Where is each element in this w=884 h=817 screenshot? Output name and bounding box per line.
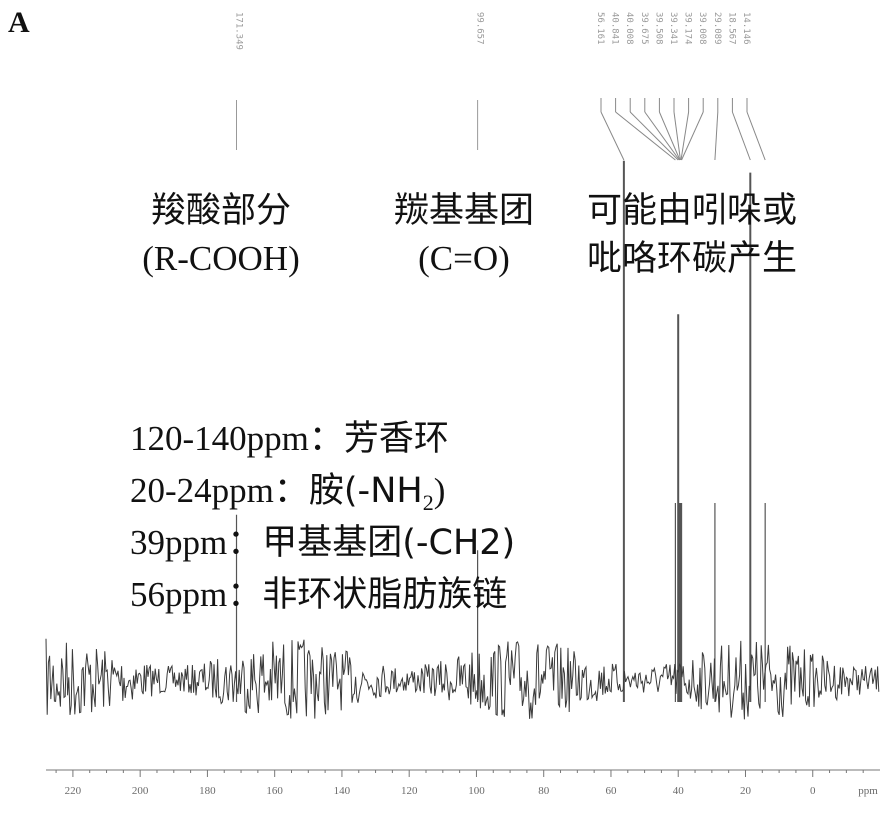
x-tick-label: 220 (65, 785, 82, 797)
x-tick-label: 0 (810, 785, 816, 797)
peak-39-174-connector (680, 111, 690, 161)
peak-39-341-label: 39.341 (668, 12, 678, 45)
peak-56-161-label: 56.161 (595, 12, 605, 45)
peak-39-508-label: 39.508 (653, 12, 663, 45)
peak-18-567-label: 18.567 (726, 12, 736, 45)
annotation-carboxyl-en: (R-COOH) (142, 239, 299, 278)
peak-14-146-label: 14.146 (741, 12, 751, 45)
annotation-indole: 可能由吲哚或 吡咯环碳产生 (587, 191, 797, 279)
peak-labels: 171.349 99.657 56.161 40.008 40.841 39.675 39.… (234, 12, 751, 50)
x-tick-label: 80 (538, 785, 550, 797)
annotation-carbonyl-cn: 羰基基团 (394, 191, 534, 231)
peak-40-841-connector (615, 111, 676, 161)
peak-39-675-connector (644, 111, 680, 161)
noise-trace (45, 638, 880, 720)
note-amine: 20-24ppm：胺(-NH2) (130, 471, 445, 515)
x-tick-label: 100 (468, 785, 485, 797)
peak-39-508-connector (658, 111, 681, 161)
peak-39-341-connector (673, 111, 681, 161)
notes-block: 120-140ppm：芳香环 20-24ppm：胺(-NH2) 39ppm：甲基… (130, 419, 515, 615)
x-axis: 220 200 180 160 140 120 100 80 60 40 20 0 ppm (46, 769, 880, 797)
peak-39-174-label: 39.174 (683, 12, 693, 45)
peak-29-089-connector (714, 111, 719, 161)
x-tick-label: 60 (605, 785, 617, 797)
peak-14-146-connector (746, 111, 766, 161)
peak-171-349-label: 171.349 (234, 12, 244, 50)
note-aromatic: 120-140ppm：芳香环 (130, 419, 449, 459)
note-aliphatic: 56ppm：非环状脂肪族链 (130, 575, 507, 615)
annotation-carboxyl-cn: 羧酸部分 (151, 191, 291, 231)
annotation-indole-line2: 吡咯环碳产生 (587, 239, 797, 279)
baseline-noise (45, 638, 880, 720)
x-tick-label: 20 (740, 785, 752, 797)
peak-18-567-connector (731, 111, 751, 161)
x-tick-label: 180 (199, 785, 216, 797)
annotation-indole-line1: 可能由吲哚或 (587, 191, 797, 231)
peak-39-008-label: 39.008 (697, 12, 707, 45)
peak-99-657-label: 99.657 (475, 12, 485, 45)
x-tick-label: 160 (266, 785, 283, 797)
peak-connector-lines (236, 98, 766, 161)
x-unit-label: ppm (858, 785, 878, 797)
x-tick-label: 140 (334, 785, 351, 797)
x-tick-label: 120 (401, 785, 418, 797)
peak-40-008-label: 40.008 (624, 12, 634, 45)
annotation-carbonyl-en: (C=O) (418, 239, 510, 278)
peak-29-089-label: 29.089 (712, 12, 722, 45)
peak-40-841-label: 40.841 (610, 12, 620, 45)
annotation-carboxyl: 羧酸部分 (R-COOH) (142, 191, 299, 278)
peak-40-008-connector (629, 111, 679, 161)
annotation-carbonyl: 羰基基团 (C=O) (394, 191, 534, 278)
note-methyl: 39ppm：甲基基团(-CH2) (130, 523, 515, 563)
panel-label: A (8, 6, 30, 39)
x-tick-label: 200 (132, 785, 149, 797)
x-tick-label: 40 (673, 785, 685, 797)
peak-39-675-label: 39.675 (639, 12, 649, 45)
peak-56-161-connector (600, 111, 625, 161)
peak-39-008-connector (681, 111, 704, 161)
